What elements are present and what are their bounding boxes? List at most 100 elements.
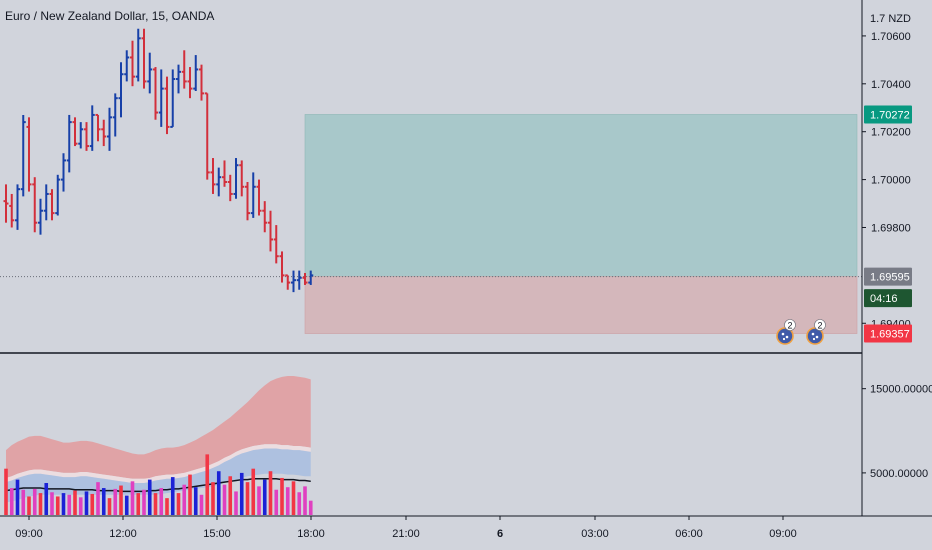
volume-bar (245, 482, 250, 515)
ohlc-bar (239, 160, 245, 197)
price-badge: 1.69595 (864, 267, 912, 286)
volume-bar (101, 488, 106, 515)
ohlc-bar (279, 251, 285, 283)
volume-bar (44, 483, 49, 515)
volume-bar (159, 488, 164, 515)
profit-zone[interactable] (304, 114, 858, 277)
volume-bar (32, 488, 37, 515)
volume-bar (130, 481, 135, 515)
volume-bar (78, 497, 83, 515)
chart-title: Euro / New Zealand Dollar, 15, OANDA (5, 9, 214, 23)
volume-bar (239, 472, 244, 515)
event-count-text: 2 (787, 321, 792, 331)
price-badge-text: 1.69595 (870, 272, 910, 284)
event-marker[interactable]: 2 (776, 319, 796, 345)
volume-bar (9, 488, 14, 515)
volume-bar (308, 500, 313, 515)
indicator-tick-label: 5000.00000 (870, 468, 928, 480)
volume-bar (280, 477, 284, 515)
ohlc-bar (135, 28, 141, 82)
time-tick-label: 21:00 (392, 528, 420, 540)
volume-bar (107, 498, 112, 515)
ohlc-bar (227, 174, 233, 202)
lower-band (6, 448, 311, 503)
volume-bar (234, 491, 238, 515)
volume-bar (147, 479, 152, 515)
ohlc-bar (170, 69, 176, 128)
volume-bar (176, 493, 181, 515)
time-tick-label: 15:00 (203, 528, 231, 540)
ohlc-series (3, 28, 314, 293)
indicator-axis[interactable]: 15000.00000 5000.00000 (862, 384, 932, 480)
ohlc-bar (153, 67, 158, 120)
event-flag-star (782, 337, 786, 341)
volume-bar (199, 494, 204, 515)
ohlc-bar (26, 117, 32, 192)
event-flag-icon (806, 327, 824, 345)
ohlc-bar (55, 174, 61, 216)
price-tick-label: 1.70600 (871, 31, 911, 43)
ohlc-bar (273, 225, 279, 264)
volume-bar (182, 484, 187, 515)
ohlc-bar (210, 158, 216, 194)
ohlc-bar (124, 50, 130, 82)
volume-bar (274, 489, 279, 515)
volume-bar (21, 489, 26, 515)
volume-bar (84, 491, 89, 515)
ohlc-bar (49, 189, 55, 221)
ohlc-bar (181, 50, 187, 89)
loss-zone[interactable] (304, 276, 858, 334)
ohlc-bar (233, 158, 239, 199)
event-marker[interactable]: 2 (806, 319, 826, 345)
time-tick-label: 09:00 (769, 528, 797, 540)
volume-bar (262, 479, 267, 515)
band-divider (6, 444, 311, 483)
time-tick-label: 09:00 (15, 528, 43, 540)
ohlc-bar (256, 179, 262, 216)
indicator-pane[interactable] (4, 376, 313, 515)
volume-bar (15, 479, 20, 515)
volume-bar (285, 487, 290, 515)
price-badge-text: 04:16 (870, 293, 898, 305)
ohlc-bar (32, 177, 38, 233)
price-badge-bg (864, 267, 912, 286)
ohlc-bar (89, 105, 95, 151)
event-count-badge (814, 319, 826, 331)
volume-bar (73, 490, 77, 515)
ohlc-bar (222, 160, 227, 187)
price-badge-bg (864, 289, 912, 308)
price-tick-label: 1.70200 (871, 127, 911, 139)
ohlc-bar (250, 172, 256, 218)
volume-bar (268, 471, 273, 515)
volume-bar (124, 495, 129, 515)
long-position-tool[interactable] (304, 114, 858, 334)
ohlc-bar (216, 167, 222, 197)
volume-bar (119, 485, 123, 515)
ohlc-bar (262, 201, 268, 233)
price-tick-label: 1.70400 (871, 79, 911, 91)
ohlc-bar (95, 113, 101, 142)
time-tick-label: 18:00 (297, 528, 325, 540)
ohlc-bar (199, 64, 204, 101)
upper-band (6, 376, 311, 479)
ohlc-bar (285, 274, 291, 290)
volume-bar (222, 484, 227, 515)
event-count-badge (784, 319, 796, 331)
ohlc-bar (78, 122, 84, 149)
volume-bar (165, 498, 169, 515)
time-tick-label: 06:00 (675, 528, 703, 540)
ohlc-bar (15, 184, 20, 230)
ohlc-bar (72, 117, 78, 147)
volume-bar (55, 496, 60, 515)
volume-bar (50, 492, 54, 515)
time-axis[interactable]: 09:00 12:00 15:00 18:00 21:00 6 03:00 06:00 09:0… (15, 516, 797, 540)
volume-bar (142, 489, 146, 515)
price-badge: 1.69357 (864, 324, 912, 343)
volume-bar (205, 454, 210, 515)
ohlc-bar (147, 52, 153, 94)
event-flag-star (785, 335, 789, 339)
ohlc-bar (38, 198, 43, 235)
